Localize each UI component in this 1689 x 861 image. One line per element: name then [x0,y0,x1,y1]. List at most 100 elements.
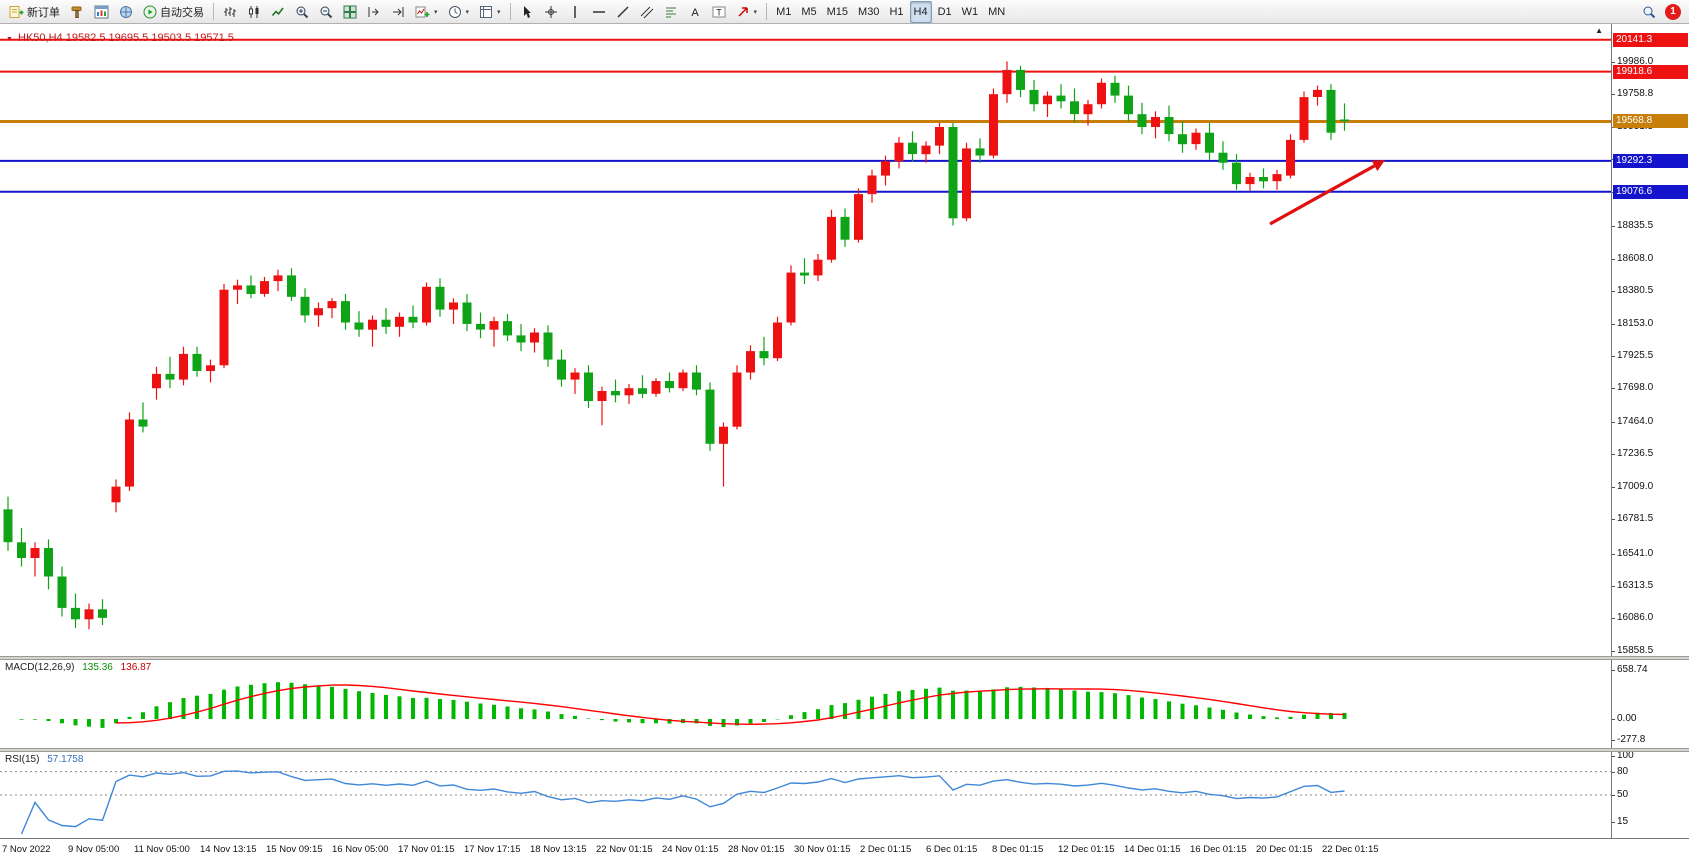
timeframe-w1-label: W1 [961,5,979,18]
time-label: 24 Nov 01:15 [662,844,719,855]
time-label: 14 Dec 01:15 [1124,844,1181,855]
price-tick: 18153.0 [1611,318,1654,329]
zoom-out-button[interactable] [315,1,337,23]
horizontal-line-icon [592,5,606,19]
macd-axis-tick: 658.74 [1612,664,1648,675]
timeframe-d1[interactable]: D1 [934,1,956,23]
timeframe-d1-label: D1 [937,5,952,18]
time-axis[interactable]: 7 Nov 2022 9 Nov 05:00 11 Nov 05:00 14 Nov … [0,838,1689,861]
auto-scroll-button[interactable] [387,1,409,23]
rsi-axis-tick: 50 [1611,789,1629,800]
zoom-in-button[interactable] [291,1,313,23]
dropdown-caret-icon: ▾ [465,8,470,16]
time-label: 7 Nov 2022 [2,844,51,855]
price-tick: 18835.5 [1611,220,1654,231]
bar-chart-button[interactable] [219,1,241,23]
line-chart-button[interactable] [267,1,289,23]
main-chart-panel[interactable]: ▼ HK50,H4 19582.5 19695.5 19503.5 19571.… [0,24,1611,656]
tools-button[interactable] [66,1,88,23]
indicators-button[interactable]: ▾ [411,1,442,23]
tile-windows-button[interactable] [339,1,361,23]
rsi-axis-tick: 15 [1611,816,1629,827]
time-label: 16 Nov 05:00 [332,844,389,855]
toolbar-separator [213,3,214,20]
new-order-button[interactable]: 新订单 [5,1,64,23]
zoom-in-icon [295,5,309,19]
macd-canvas[interactable] [0,660,1611,748]
time-label: 28 Nov 01:15 [728,844,785,855]
timeframe-m30[interactable]: M30 [854,1,883,23]
macd-axis-tick: 0.00 [1611,713,1637,724]
autotrading-button[interactable]: 自动交易 [139,1,208,23]
fibonacci-button[interactable] [660,1,682,23]
notification-badge[interactable]: 1 [1665,3,1681,20]
macd-axis-tick: -277.8 [1611,734,1646,745]
time-label: 17 Nov 17:15 [464,844,521,855]
bar-chart-icon [223,5,237,19]
new-order-button-label: 新订单 [27,6,60,19]
new-chart-button[interactable] [90,1,113,23]
periods-button[interactable]: ▾ [444,1,474,23]
rsi-panel[interactable]: RSI(15) 57.1758 [0,752,1611,838]
price-tick: 17464.0 [1611,416,1654,427]
chart-shift-icon [367,5,381,19]
crosshair-button[interactable] [540,1,562,23]
rsi-canvas[interactable] [0,752,1611,838]
timeframe-m1[interactable]: M1 [772,1,795,23]
price-line-badge: 19918.6 [1613,65,1688,79]
dropdown-caret-icon: ▾ [434,8,438,16]
timeframe-m5[interactable]: M5 [797,1,820,23]
autotrading-icon [143,5,157,19]
vertical-line-button[interactable] [564,1,586,23]
scroll-to-end-marker[interactable]: ▲ [1595,26,1603,35]
timeframe-m1-label: M1 [776,5,792,18]
chart-window-icon [94,5,109,19]
macd-panel[interactable]: MACD(12,26,9) 135.36 136.87 [0,660,1611,748]
price-tick: 18380.5 [1611,285,1654,296]
timeframe-w1[interactable]: W1 [958,1,983,23]
price-tick: 16086.0 [1611,612,1654,623]
price-tick: 17698.0 [1611,382,1654,393]
timeframe-m15[interactable]: M15 [823,1,852,23]
symbol-name: HK50,H4 [18,32,63,44]
timeframe-h1[interactable]: H1 [885,1,907,23]
templates-button[interactable]: ▾ [475,1,505,23]
price-line-badge: 20141.3 [1613,33,1688,47]
price-line-badge: 19568.8 [1613,114,1688,128]
chart-shift-button[interactable] [363,1,385,23]
timeframe-m5-label: M5 [801,5,817,18]
new-order-icon [9,5,24,19]
panel-divider[interactable] [0,748,1689,752]
trendline-button[interactable] [612,1,634,23]
panel-divider[interactable] [0,656,1689,660]
time-label: 17 Nov 01:15 [398,844,455,855]
price-chart-canvas[interactable] [0,24,1611,656]
macd-name: MACD(12,26,9) [5,662,75,673]
text-label-button[interactable]: T [708,1,730,23]
rsi-label: RSI(15) 57.1758 [5,754,88,765]
chart-area: ▼ HK50,H4 19582.5 19695.5 19503.5 19571.… [0,24,1689,861]
text-button[interactable]: A [684,1,706,23]
crosshair-icon [544,5,558,19]
market-watch-button[interactable] [115,1,137,23]
zoom-out-icon [319,5,333,19]
channel-button[interactable] [636,1,658,23]
horizontal-line-button[interactable] [588,1,610,23]
timeframe-h4[interactable]: H4 [909,0,932,23]
timeframe-mn[interactable]: MN [984,1,1009,23]
price-tick: 16313.5 [1611,580,1654,591]
timeframe-m30-label: M30 [858,5,880,18]
time-label: 16 Dec 01:15 [1190,844,1247,855]
price-axis[interactable]: 19986.019758.819531.519304.319076.618835… [1611,24,1689,838]
cursor-icon [520,5,534,19]
search-button[interactable] [1638,1,1660,23]
candlestick-icon [247,5,261,19]
dropdown-caret-icon: ▾ [497,8,501,16]
price-tick: 17236.5 [1611,448,1654,459]
candlestick-chart-button[interactable] [243,1,265,23]
timeframe-h4-label: H4 [913,5,928,18]
time-label: 30 Nov 01:15 [794,844,851,855]
cursor-button[interactable] [516,1,538,23]
time-label: 15 Nov 09:15 [266,844,323,855]
arrows-button[interactable]: ▾ [732,1,762,23]
